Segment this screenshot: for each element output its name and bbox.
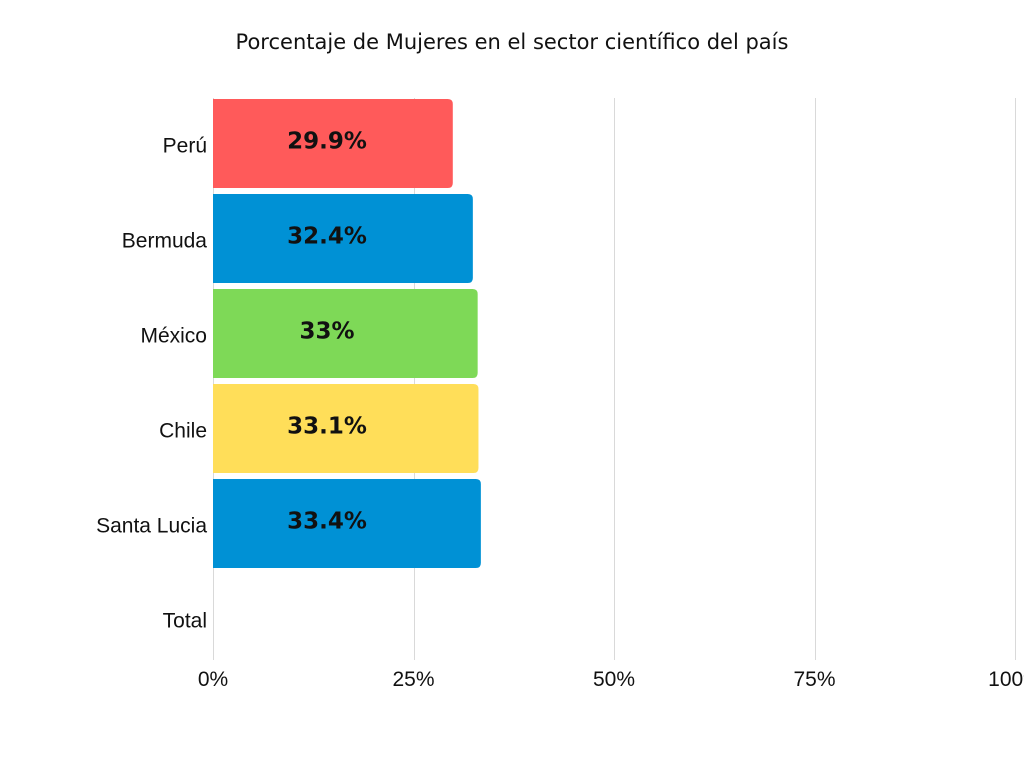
x-tick-label: 50% [593,668,635,691]
category-label: Bermuda [122,230,208,253]
category-label: México [140,325,207,348]
x-tick-labels: 0% 25% 50% 75% 100% [198,668,1024,691]
data-label: 33.1% [287,414,367,440]
x-tick-label: 75% [793,668,835,691]
category-label: Chile [159,420,207,443]
category-labels: Perú Bermuda México Chile Santa Lucia Total [96,135,207,633]
bar [213,99,453,188]
category-label: Santa Lucia [96,515,207,538]
bar [213,194,473,283]
data-label: 33% [299,319,354,345]
bars [213,99,481,568]
data-labels: 29.9% 32.4% 33% 33.1% 33.4% [287,129,367,535]
bar [213,479,481,568]
data-label: 29.9% [287,129,367,155]
x-tick-label: 25% [392,668,434,691]
x-tick-label: 0% [198,668,228,691]
chart-title: Porcentaje de Mujeres en el sector cient… [235,30,789,54]
data-label: 33.4% [287,509,367,535]
bar [213,384,479,473]
category-label: Total [163,610,207,633]
x-tick-label: 100% [988,668,1024,691]
bar [213,289,478,378]
data-label: 32.4% [287,224,367,250]
category-label: Perú [163,135,207,158]
